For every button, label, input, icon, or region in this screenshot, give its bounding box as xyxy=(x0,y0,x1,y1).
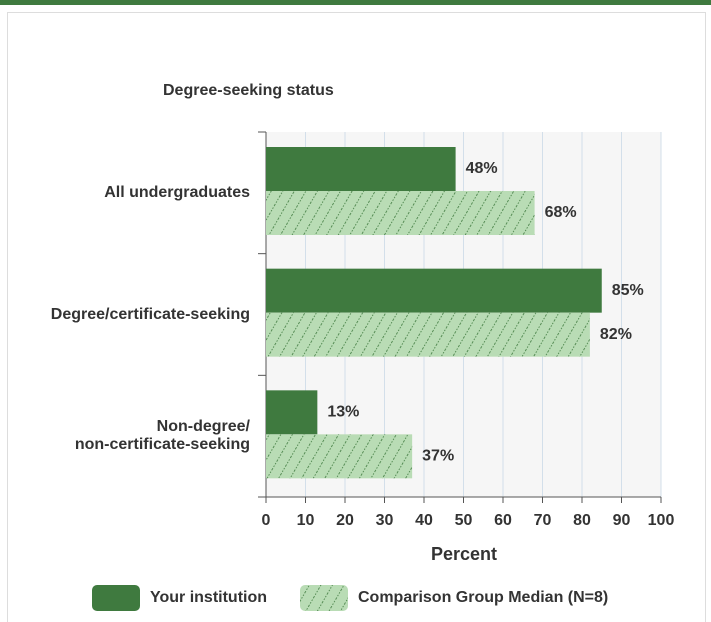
x-tick-label: 100 xyxy=(648,512,675,529)
x-tick-label: 50 xyxy=(455,512,473,529)
bar xyxy=(266,268,602,313)
x-tick-label: 60 xyxy=(494,512,512,529)
x-tick-label: 0 xyxy=(262,512,271,529)
x-tick-label: 20 xyxy=(336,512,354,529)
x-tick-label: 40 xyxy=(415,512,433,529)
y-tick-label: Degree/certificate-seeking xyxy=(50,305,250,323)
x-axis-label: Percent xyxy=(431,544,497,564)
chart-title: Degree-seeking status xyxy=(163,82,334,99)
legend-label: Your institution xyxy=(150,589,267,606)
bar xyxy=(266,434,413,479)
x-tick-label: 90 xyxy=(613,512,631,529)
value-label: 82% xyxy=(600,326,632,343)
x-tick-label: 70 xyxy=(534,512,552,529)
bar xyxy=(266,390,318,435)
value-label: 68% xyxy=(545,204,577,221)
legend-swatch xyxy=(92,585,140,611)
y-tick-label: All undergraduates xyxy=(104,183,250,201)
legend-swatch xyxy=(300,585,348,611)
value-label: 13% xyxy=(327,404,359,421)
top-bar xyxy=(0,0,711,5)
y-tick-label: Non-degree/ non-certificate-seeking xyxy=(74,418,250,454)
bar xyxy=(266,147,456,191)
value-label: 37% xyxy=(422,448,454,465)
bar xyxy=(266,312,590,357)
value-label: 48% xyxy=(466,160,498,177)
x-tick-label: 80 xyxy=(573,512,591,529)
x-tick-label: 30 xyxy=(376,512,394,529)
value-label: 85% xyxy=(612,282,644,299)
legend-label: Comparison Group Median (N=8) xyxy=(358,589,608,606)
x-tick-label: 10 xyxy=(297,512,315,529)
bar xyxy=(266,191,535,235)
